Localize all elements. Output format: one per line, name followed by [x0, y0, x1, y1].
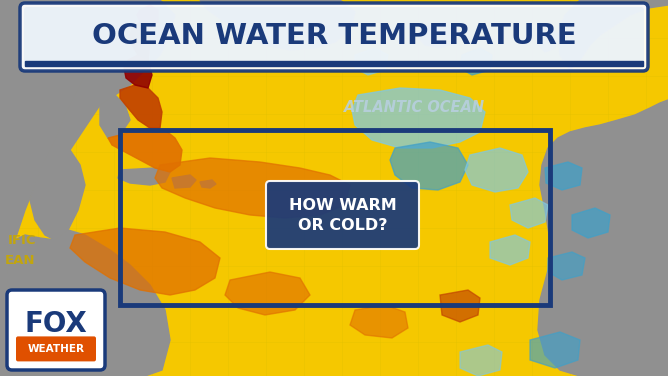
Polygon shape [460, 345, 502, 376]
Polygon shape [545, 162, 582, 190]
Polygon shape [530, 332, 580, 368]
Polygon shape [45, 0, 175, 175]
Polygon shape [352, 88, 485, 148]
Polygon shape [0, 230, 170, 376]
Polygon shape [137, 5, 158, 28]
FancyBboxPatch shape [24, 7, 644, 67]
FancyBboxPatch shape [16, 337, 96, 361]
Text: EAN: EAN [5, 253, 35, 267]
Polygon shape [350, 305, 408, 338]
Text: IFIC: IFIC [8, 233, 37, 247]
Polygon shape [460, 48, 492, 75]
Bar [25, 61, 643, 66]
Text: FOX: FOX [25, 311, 88, 338]
Polygon shape [390, 142, 468, 190]
Text: OCEAN WATER TEMPERATURE: OCEAN WATER TEMPERATURE [92, 22, 576, 50]
Polygon shape [355, 48, 388, 75]
Polygon shape [124, 55, 152, 88]
Polygon shape [172, 175, 196, 188]
FancyBboxPatch shape [20, 3, 648, 71]
Text: WEATHER: WEATHER [27, 344, 84, 354]
Polygon shape [490, 235, 530, 265]
Polygon shape [0, 0, 105, 340]
Polygon shape [572, 208, 610, 238]
Polygon shape [70, 228, 220, 295]
Polygon shape [120, 85, 162, 128]
Bar [120, 130, 550, 305]
Polygon shape [440, 290, 480, 322]
Polygon shape [200, 180, 216, 188]
Polygon shape [200, 0, 355, 50]
Text: OR COLD?: OR COLD? [298, 218, 387, 233]
Polygon shape [418, 22, 458, 48]
Polygon shape [548, 252, 585, 280]
Polygon shape [108, 128, 182, 172]
Polygon shape [118, 168, 170, 185]
Polygon shape [100, 95, 130, 138]
Polygon shape [130, 22, 150, 60]
Polygon shape [30, 150, 85, 240]
Polygon shape [155, 158, 350, 218]
FancyBboxPatch shape [7, 290, 105, 370]
Text: ATLANTIC OCEAN: ATLANTIC OCEAN [345, 100, 486, 115]
Polygon shape [558, 0, 668, 70]
Polygon shape [225, 272, 310, 315]
Text: HOW WARM: HOW WARM [289, 199, 396, 214]
FancyBboxPatch shape [266, 181, 419, 249]
Polygon shape [538, 100, 668, 376]
Polygon shape [465, 148, 528, 192]
Polygon shape [537, 25, 558, 52]
Polygon shape [510, 198, 548, 228]
